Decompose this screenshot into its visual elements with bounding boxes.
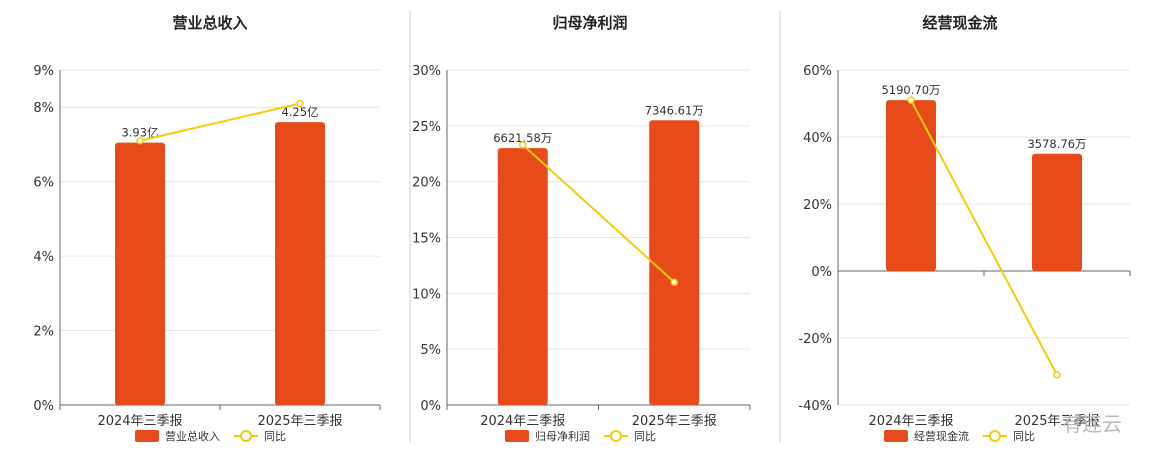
y-tick-label: 15% xyxy=(412,232,441,247)
yoy-point xyxy=(296,99,304,108)
x-tick-label: 2025年三季报 xyxy=(632,414,717,429)
bar-data-label: 5190.70万 xyxy=(881,83,940,97)
bar xyxy=(1032,153,1082,271)
y-tick-label: 2% xyxy=(33,325,54,340)
chart-panel: 归母净利润 0% 5% 10% 15% 20% 25% 30% 6621.58万 7346.61万… xyxy=(412,14,751,443)
bar xyxy=(886,100,936,272)
bar-data-label: 7346.61万 xyxy=(645,103,704,117)
y-tick-label: 0% xyxy=(420,399,441,414)
y-tick-label: 10% xyxy=(412,287,441,302)
chart-panel: 经营现金流 -40% -20% 0% 20% 40% 60% 5190.70万 3578.76万… xyxy=(798,14,1131,443)
bar-data-label: 3.93亿 xyxy=(121,126,158,140)
y-tick-label: 4% xyxy=(33,250,54,265)
yoy-line xyxy=(522,144,675,283)
y-tick-label: 25% xyxy=(412,120,441,135)
legend-marker-line xyxy=(240,430,252,442)
y-tick-label: 40% xyxy=(803,131,832,146)
bar-data-label: 3578.76万 xyxy=(1027,137,1086,151)
bar-data-label: 6621.58万 xyxy=(493,131,552,145)
y-tick-label: 20% xyxy=(412,176,441,191)
y-tick-label: 60% xyxy=(803,64,832,79)
legend-label-bar: 归母净利润 xyxy=(535,429,590,443)
chart-panels: 营业总收入 0% 2% 4% 6% 8% 9% 3.93亿 4.25亿 2024年三季报 2025年… xyxy=(33,14,1131,443)
legend-label-bar: 经营现金流 xyxy=(914,429,969,443)
yoy-point xyxy=(907,96,915,104)
yoy-point xyxy=(136,136,144,145)
yoy-line xyxy=(139,102,301,142)
y-tick-label: -40% xyxy=(798,399,832,414)
x-tick-label: 2024年三季报 xyxy=(480,414,565,429)
legend-swatch-bar xyxy=(135,430,159,442)
legend-swatch-bar xyxy=(505,430,529,442)
bar xyxy=(115,142,165,406)
chart-panel: 营业总收入 0% 2% 4% 6% 8% 9% 3.93亿 4.25亿 2024年三季报 2025年… xyxy=(33,14,381,443)
legend-label-line: 同比 xyxy=(1013,430,1035,443)
y-tick-label: 30% xyxy=(412,64,441,79)
x-tick-label: 2025年三季报 xyxy=(1014,414,1099,429)
legend-marker-line xyxy=(989,430,1001,442)
y-tick-label: 6% xyxy=(33,176,54,191)
legend-label-line: 同比 xyxy=(634,430,656,443)
bar xyxy=(497,148,548,405)
watermark-text: 有连云 xyxy=(1062,412,1122,436)
x-tick-label: 2024年三季报 xyxy=(97,414,182,429)
x-tick-label: 2024年三季报 xyxy=(868,414,953,429)
x-tick-label: 2025年三季报 xyxy=(257,414,342,429)
y-tick-label: 0% xyxy=(33,399,54,414)
yoy-point xyxy=(1053,371,1061,379)
chart-title: 营业总收入 xyxy=(172,14,247,32)
bar xyxy=(649,120,700,405)
y-tick-label: 5% xyxy=(420,343,441,358)
y-tick-label: 0% xyxy=(811,265,832,280)
y-tick-label: -20% xyxy=(798,332,832,347)
bar xyxy=(275,122,325,405)
legend-swatch-bar xyxy=(884,430,908,442)
yoy-line xyxy=(910,99,1058,376)
yoy-point xyxy=(519,141,527,149)
legend-marker-line xyxy=(610,430,622,442)
y-tick-label: 9% xyxy=(33,64,54,79)
bar-data-label: 4.25亿 xyxy=(281,105,318,119)
yoy-point xyxy=(670,278,678,286)
chart-title: 归母净利润 xyxy=(552,14,627,32)
legend-label-line: 同比 xyxy=(264,430,286,443)
legend-label-bar: 营业总收入 xyxy=(165,429,220,443)
y-tick-label: 8% xyxy=(33,101,54,116)
chart-title: 经营现金流 xyxy=(922,14,997,32)
y-tick-label: 20% xyxy=(803,198,832,213)
